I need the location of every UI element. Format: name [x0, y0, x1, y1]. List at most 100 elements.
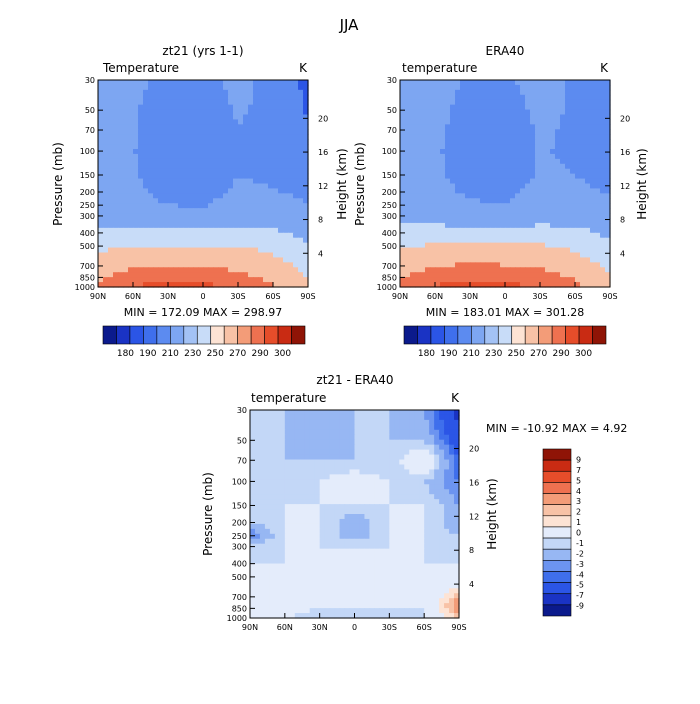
field-cell: [233, 139, 239, 145]
colorbar-label: 230: [485, 349, 502, 359]
field-cell: [415, 238, 421, 244]
field-cell: [183, 253, 189, 259]
field-cell: [440, 228, 446, 234]
field-cell: [193, 213, 199, 219]
field-cell: [460, 149, 466, 155]
field-cell: [404, 549, 410, 555]
field-cell: [425, 164, 431, 170]
field-cell: [295, 410, 301, 416]
field-cell: [255, 450, 261, 456]
field-cell: [288, 164, 294, 170]
field-cell: [168, 228, 174, 234]
field-cell: [595, 272, 601, 278]
x-tick-label: 60S: [567, 292, 582, 301]
field-cell: [128, 85, 134, 91]
field-cell: [560, 208, 566, 214]
field-cell: [545, 169, 551, 175]
field-cell: [208, 115, 214, 121]
field-cell: [455, 134, 461, 140]
field-cell: [415, 149, 421, 155]
field-cell: [98, 262, 104, 268]
field-cell: [253, 203, 259, 209]
x-tick-label: 60N: [125, 292, 141, 301]
field-cell: [158, 164, 164, 170]
field-cell: [193, 272, 199, 278]
field-cell: [439, 410, 445, 416]
field-cell: [445, 159, 451, 165]
field-cell: [414, 415, 420, 421]
field-cell: [430, 208, 436, 214]
field-cell: [595, 218, 601, 224]
field-cell: [585, 272, 591, 278]
field-cell: [430, 257, 436, 263]
field-cell: [208, 213, 214, 219]
field-cell: [374, 450, 380, 456]
field-cell: [340, 509, 346, 515]
field-cell: [384, 529, 390, 535]
field-cell: [350, 539, 356, 545]
field-cell: [208, 124, 214, 130]
field-cell: [444, 529, 450, 535]
field-cell: [530, 115, 536, 121]
field-cell: [193, 257, 199, 263]
field-cell: [143, 154, 149, 160]
field-cell: [399, 450, 405, 456]
field-cell: [345, 464, 351, 470]
field-cell: [405, 149, 411, 155]
field-cell: [394, 420, 400, 426]
field-cell: [153, 154, 159, 160]
field-cell: [485, 267, 491, 273]
field-cell: [305, 435, 311, 441]
field-cell: [495, 159, 501, 165]
field-cell: [550, 95, 556, 101]
field-cell: [143, 188, 149, 194]
field-cell: [409, 440, 415, 446]
field-cell: [565, 85, 571, 91]
field-cell: [285, 464, 291, 470]
field-cell: [218, 174, 224, 180]
field-cell: [293, 154, 299, 160]
field-cell: [535, 174, 541, 180]
field-cell: [470, 174, 476, 180]
field-cell: [409, 420, 415, 426]
field-cell: [233, 149, 239, 155]
field-cell: [440, 193, 446, 199]
field-cell: [320, 420, 326, 426]
field-cell: [419, 514, 425, 520]
field-cell: [600, 154, 606, 160]
field-cell: [374, 415, 380, 421]
field-cell: [278, 164, 284, 170]
field-cell: [359, 514, 365, 520]
field-cell: [565, 188, 571, 194]
field-cell: [138, 253, 144, 259]
field-cell: [440, 115, 446, 121]
field-cell: [350, 415, 356, 421]
field-cell: [434, 489, 440, 495]
field-cell: [359, 469, 365, 475]
field-cell: [273, 208, 279, 214]
field-cell: [293, 223, 299, 229]
field-cell: [535, 218, 541, 224]
field-cell: [208, 193, 214, 199]
field-cell: [465, 262, 471, 268]
field-cell: [233, 179, 239, 185]
field-cell: [255, 435, 261, 441]
field-cell: [540, 233, 546, 239]
field-cell: [98, 257, 104, 263]
field-cell: [335, 430, 341, 436]
field-cell: [248, 80, 254, 86]
field-cell: [565, 105, 571, 111]
field-cell: [168, 262, 174, 268]
field-cell: [223, 228, 229, 234]
field-cell: [400, 100, 406, 106]
field-cell: [193, 193, 199, 199]
field-cell: [315, 514, 321, 520]
field-cell: [273, 95, 279, 101]
field-cell: [193, 203, 199, 209]
field-cell: [293, 139, 299, 145]
field-cell: [213, 228, 219, 234]
field-cell: [460, 233, 466, 239]
field-cell: [270, 415, 276, 421]
field-cell: [515, 129, 521, 135]
field-cell: [285, 474, 291, 480]
